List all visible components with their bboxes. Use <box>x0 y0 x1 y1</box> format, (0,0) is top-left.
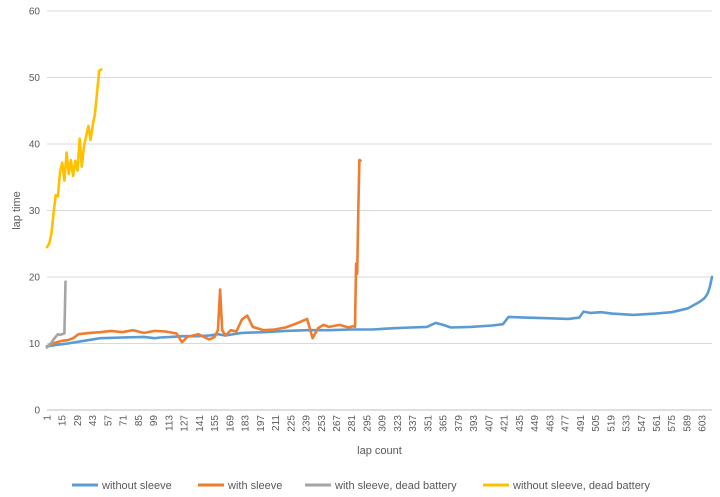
x-tick-label: 183 <box>241 415 252 432</box>
x-tick-label: 113 <box>164 415 175 431</box>
x-tick-label: 57 <box>103 415 114 427</box>
y-tick-label: 20 <box>29 273 41 284</box>
x-tick-label: 127 <box>180 415 191 432</box>
x-tick-label: 477 <box>561 415 572 432</box>
x-tick-label: 547 <box>637 415 648 432</box>
x-tick-label: 267 <box>332 415 343 432</box>
x-tick-label: 85 <box>134 415 145 427</box>
x-tick-label: 589 <box>682 415 693 432</box>
x-tick-label: 449 <box>530 415 541 432</box>
legend: without sleeve with sleeve with sleeve, de… <box>72 480 650 492</box>
y-tick-labels: 0 10 20 30 40 50 60 <box>29 7 41 417</box>
x-tick-label: 533 <box>622 415 633 432</box>
y-gridlines <box>47 10 712 344</box>
x-axis-title: lap count <box>357 445 402 457</box>
x-tick-label: 281 <box>347 415 358 432</box>
x-tick-label: 323 <box>393 415 404 432</box>
x-tick-label: 379 <box>454 415 465 432</box>
x-tick-label: 421 <box>500 415 511 432</box>
y-tick-label: 0 <box>34 406 40 417</box>
x-tick-label: 253 <box>317 415 328 432</box>
legend-label: with sleeve, dead battery <box>334 480 457 492</box>
x-tick-label: 309 <box>378 415 389 432</box>
x-tick-label: 71 <box>119 415 130 427</box>
x-tick-label: 1 <box>43 415 54 421</box>
series-line-2 <box>45 158 362 349</box>
x-tick-label: 463 <box>545 415 556 432</box>
x-tick-label: 575 <box>667 415 678 432</box>
y-axis-title: lap time <box>11 191 23 230</box>
x-tick-label: 393 <box>469 415 480 432</box>
x-tick-label: 141 <box>195 415 206 432</box>
x-tick-label: 43 <box>88 415 99 427</box>
x-tick-label: 491 <box>576 415 587 432</box>
legend-label: without sleeve, dead battery <box>512 480 650 492</box>
y-tick-label: 50 <box>29 73 41 84</box>
x-tick-label: 99 <box>149 415 160 427</box>
x-tick-label: 211 <box>271 415 282 431</box>
x-tick-label: 295 <box>362 415 373 432</box>
legend-label: without sleeve <box>101 480 172 492</box>
x-tick-label: 239 <box>302 415 313 432</box>
x-tick-label: 505 <box>591 415 602 432</box>
x-tick-label: 435 <box>515 415 526 432</box>
series-lines <box>45 68 714 349</box>
y-tick-label: 30 <box>29 206 41 217</box>
y-tick-label: 60 <box>29 7 41 18</box>
y-tick-label: 40 <box>29 140 41 151</box>
series-line-4 <box>45 68 103 249</box>
x-tick-label: 225 <box>286 415 297 432</box>
x-tick-label: 15 <box>58 415 69 427</box>
x-tick-label: 351 <box>423 415 434 432</box>
series-line-3 <box>45 280 67 349</box>
x-tick-label: 603 <box>698 415 709 432</box>
y-tick-label: 10 <box>29 339 41 350</box>
x-tick-label: 29 <box>73 415 84 427</box>
x-tick-label: 197 <box>256 415 267 432</box>
x-tick-label: 155 <box>210 415 221 432</box>
legend-label: with sleeve <box>227 480 282 492</box>
x-tick-label: 519 <box>606 415 617 432</box>
series-line-1 <box>45 275 714 348</box>
x-tick-label: 365 <box>439 415 450 432</box>
x-tick-label: 561 <box>652 415 663 432</box>
x-tick-labels: 1 15 29 43 57 71 85 99 113 127 141 155 169 183 197 211 2… <box>43 415 709 432</box>
x-tick-label: 337 <box>408 415 419 432</box>
x-tick-label: 407 <box>484 415 495 432</box>
x-tick-label: 169 <box>225 415 236 432</box>
